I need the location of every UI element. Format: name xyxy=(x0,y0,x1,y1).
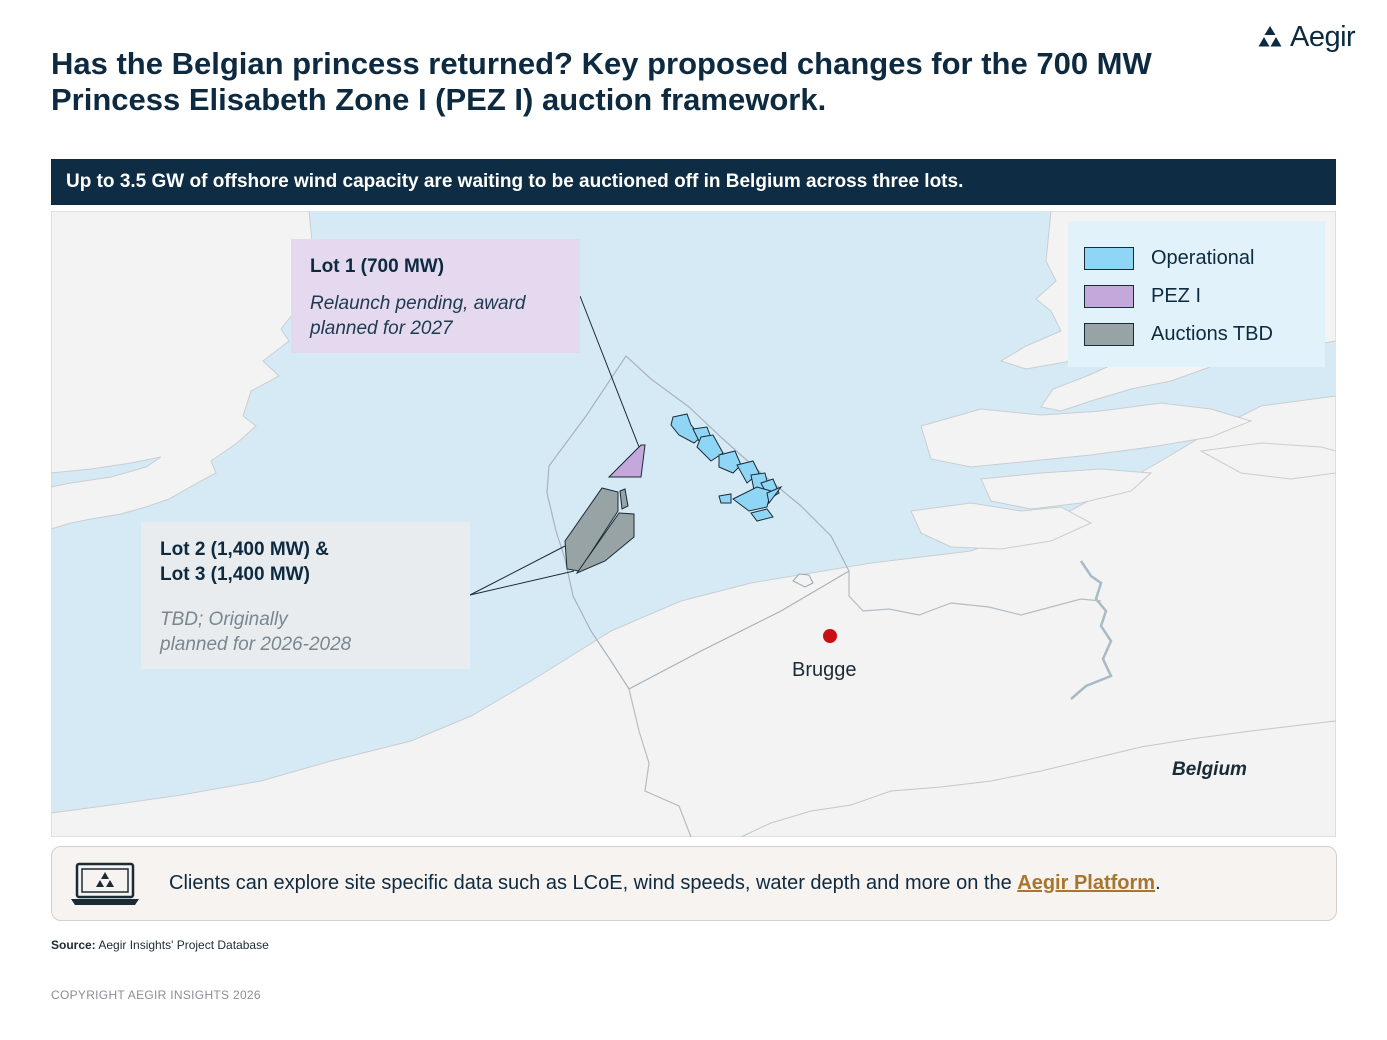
nl-island-5 xyxy=(910,502,1093,550)
country-border-be-south xyxy=(740,720,1336,837)
city-label-brugge: Brugge xyxy=(792,659,857,681)
operational-park-8 xyxy=(718,493,732,504)
map-legend: Operational PEZ I Auctions TBD xyxy=(1068,221,1325,367)
operational-park-1 xyxy=(670,413,702,444)
auction-tbd-strip xyxy=(619,488,629,510)
zeebrugge-port xyxy=(792,573,814,588)
lot23-callout: Lot 2 (1,400 MW) & Lot 3 (1,400 MW) TBD;… xyxy=(141,522,470,669)
pez-i-zone xyxy=(607,444,646,478)
aegir-logo-icon xyxy=(1258,26,1282,47)
operational-park-10 xyxy=(750,508,774,522)
platform-info-text: Clients can explore site specific data s… xyxy=(169,872,1161,895)
operational-parks xyxy=(670,413,783,522)
source-label: Source: xyxy=(51,938,96,952)
lot1-leader-line xyxy=(579,295,640,448)
lot23-callout-title-line2: Lot 3 (1,400 MW) xyxy=(160,564,310,585)
lot1-callout: Lot 1 (700 MW) Relaunch pending, award p… xyxy=(291,239,580,353)
info-text-after: . xyxy=(1155,872,1161,894)
lot23-callout-body-line2: planned for 2026-2028 xyxy=(160,634,352,655)
operational-park-3 xyxy=(696,434,724,462)
banner: Up to 3.5 GW of offshore wind capacity a… xyxy=(51,159,1336,205)
aegir-logo: Aegir xyxy=(1258,20,1356,54)
legend-label-auctions-tbd: Auctions TBD xyxy=(1151,322,1273,345)
legend-label-operational: Operational xyxy=(1151,246,1255,269)
lot1-callout-body: Relaunch pending, award planned for 2027 xyxy=(310,293,526,339)
lot23-leader-line-a xyxy=(469,545,566,596)
operational-park-9 xyxy=(732,486,772,512)
operational-park-11 xyxy=(766,485,783,505)
logo-text: Aegir xyxy=(1290,20,1356,53)
operational-park-4 xyxy=(718,450,742,474)
country-border-nl-be xyxy=(848,571,1102,616)
legend-item-pez-i: PEZ I xyxy=(1084,277,1309,315)
nl-island-2 xyxy=(920,402,1253,468)
source-note: Source: Aegir Insights' Project Database xyxy=(51,938,269,952)
lot23-leader-line-b xyxy=(469,570,575,596)
belgian-eez xyxy=(546,355,850,690)
map: Lot 1 (700 MW) Relaunch pending, award p… xyxy=(51,211,1336,837)
lot23-callout-body-line1: TBD; Originally xyxy=(160,609,288,630)
legend-swatch-auctions-tbd xyxy=(1084,322,1134,346)
laptop-icon xyxy=(71,862,139,905)
aegir-platform-link[interactable]: Aegir Platform xyxy=(1017,872,1156,894)
legend-item-auctions-tbd: Auctions TBD xyxy=(1084,315,1309,353)
legend-swatch-pez-i xyxy=(1084,284,1134,308)
uk-land xyxy=(51,211,314,530)
country-border-fr-be xyxy=(628,688,692,837)
lot23-callout-title-line1: Lot 2 (1,400 MW) & xyxy=(160,539,329,560)
legend-label-pez-i: PEZ I xyxy=(1151,284,1202,307)
nl-island-4 xyxy=(1199,442,1336,480)
scheldt-river xyxy=(1070,560,1113,700)
copyright: COPYRIGHT AEGIR INSIGHTS 2026 xyxy=(51,988,261,1002)
nl-island-3 xyxy=(980,468,1153,510)
uk-estuary xyxy=(51,456,162,488)
france-land xyxy=(51,395,1336,837)
source-text: Aegir Insights' Project Database xyxy=(98,938,269,952)
country-label-belgium: Belgium xyxy=(1172,759,1247,780)
legend-item-operational: Operational xyxy=(1084,239,1309,277)
info-text-before: Clients can explore site specific data s… xyxy=(169,872,1018,894)
brugge-marker xyxy=(823,629,837,643)
lot1-callout-title: Lot 1 (700 MW) xyxy=(310,256,445,277)
platform-info-box: Clients can explore site specific data s… xyxy=(51,846,1337,921)
auction-tbd-zone-lot3 xyxy=(575,512,635,575)
page-title: Has the Belgian princess returned? Key p… xyxy=(51,46,1152,117)
legend-swatch-operational xyxy=(1084,246,1134,270)
